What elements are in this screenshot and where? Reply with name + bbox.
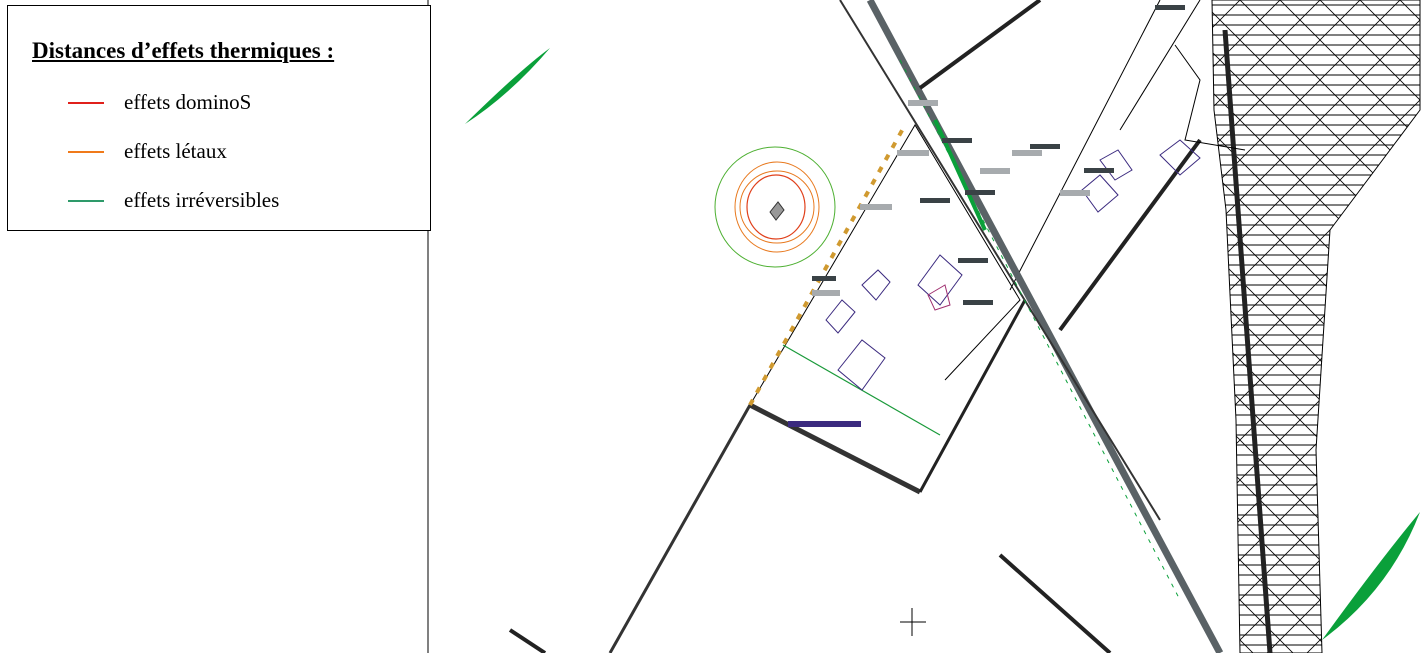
legend-swatch (68, 199, 104, 202)
legend-item: effets dominoS (68, 90, 251, 115)
legend-label: effets dominoS (124, 90, 252, 114)
legend-label: effets létaux (124, 139, 227, 163)
legend: Distances d’effets thermiques : effets d… (7, 5, 431, 231)
legend-swatch (68, 150, 104, 153)
legend-title: Distances d’effets thermiques : (32, 38, 335, 63)
legend-label: effets irréversibles (124, 188, 280, 212)
legend-item: effets létaux (68, 139, 227, 164)
legend-item: effets irréversibles (68, 188, 279, 213)
legend-swatch (68, 101, 104, 104)
